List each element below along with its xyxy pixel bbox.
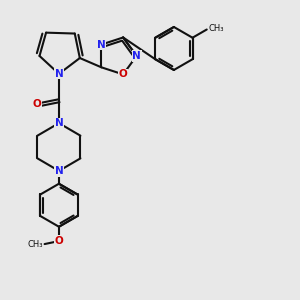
Text: O: O bbox=[119, 69, 128, 80]
Text: O: O bbox=[32, 99, 41, 109]
Text: CH₃: CH₃ bbox=[208, 24, 224, 33]
Text: N: N bbox=[55, 166, 63, 176]
Text: CH₃: CH₃ bbox=[27, 240, 43, 249]
Text: O: O bbox=[55, 236, 63, 246]
Text: N: N bbox=[55, 69, 63, 79]
Text: N: N bbox=[97, 40, 106, 50]
Text: N: N bbox=[55, 118, 63, 128]
Text: N: N bbox=[132, 51, 141, 61]
